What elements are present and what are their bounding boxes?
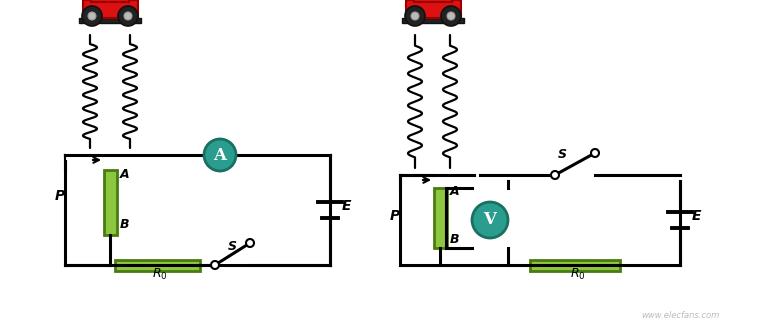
Circle shape [88, 12, 96, 20]
Circle shape [447, 12, 455, 20]
Text: B: B [450, 233, 459, 246]
Bar [402, 18, 464, 23]
Bar [406, 0, 461, 18]
Text: A: A [450, 185, 459, 198]
Bar [83, 0, 137, 18]
Text: S: S [558, 148, 567, 161]
Bar [104, 170, 117, 235]
Circle shape [82, 6, 102, 26]
Text: P: P [390, 209, 400, 223]
Text: B: B [120, 218, 130, 231]
Text: P: P [55, 189, 65, 203]
Text: E: E [342, 199, 352, 213]
Bar [530, 260, 620, 270]
Text: A: A [120, 168, 130, 181]
Text: E: E [692, 209, 701, 223]
Circle shape [472, 202, 508, 238]
Circle shape [124, 12, 132, 20]
Circle shape [246, 239, 254, 247]
Text: V: V [484, 212, 496, 229]
Circle shape [591, 149, 599, 157]
Text: A: A [214, 146, 227, 164]
Circle shape [551, 171, 559, 179]
Text: $R_0$: $R_0$ [152, 267, 168, 282]
Circle shape [405, 6, 425, 26]
Bar [414, 0, 452, 2]
Circle shape [204, 139, 236, 171]
Bar [115, 260, 200, 270]
Text: www.elecfans.com: www.elecfans.com [641, 311, 719, 319]
Text: $R_0$: $R_0$ [570, 267, 586, 282]
Bar [434, 188, 446, 248]
Circle shape [441, 6, 461, 26]
Circle shape [211, 261, 219, 269]
Bar [79, 18, 141, 23]
Circle shape [118, 6, 138, 26]
Text: S: S [228, 240, 237, 253]
Bar [91, 0, 129, 2]
Circle shape [411, 12, 419, 20]
